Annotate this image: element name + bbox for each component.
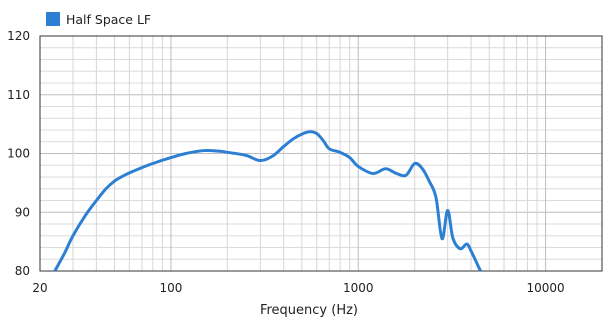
series-line-half-space-lf [53, 130, 483, 271]
series-layer [53, 130, 483, 271]
y-tick-label: 100 [7, 147, 30, 161]
legend-swatch [46, 12, 60, 26]
x-tick-label: 100 [159, 281, 182, 295]
x-tick-label: 10000 [527, 281, 565, 295]
y-tick-label: 120 [7, 29, 30, 43]
y-axis-tick-labels: 80 90 100 110 120 [7, 29, 30, 278]
legend: Half Space LF [46, 12, 151, 27]
y-tick-label: 110 [7, 88, 30, 102]
legend-label: Half Space LF [66, 12, 151, 27]
y-tick-label: 90 [15, 205, 30, 219]
x-axis-tick-labels: 20 100 1000 10000 [32, 281, 564, 295]
x-tick-label: 20 [32, 281, 47, 295]
y-tick-label: 80 [15, 264, 30, 278]
grid [40, 36, 602, 271]
plot-frame [39, 35, 603, 272]
x-axis-title: Frequency (Hz) [260, 303, 358, 318]
x-tick-label: 1000 [343, 281, 374, 295]
